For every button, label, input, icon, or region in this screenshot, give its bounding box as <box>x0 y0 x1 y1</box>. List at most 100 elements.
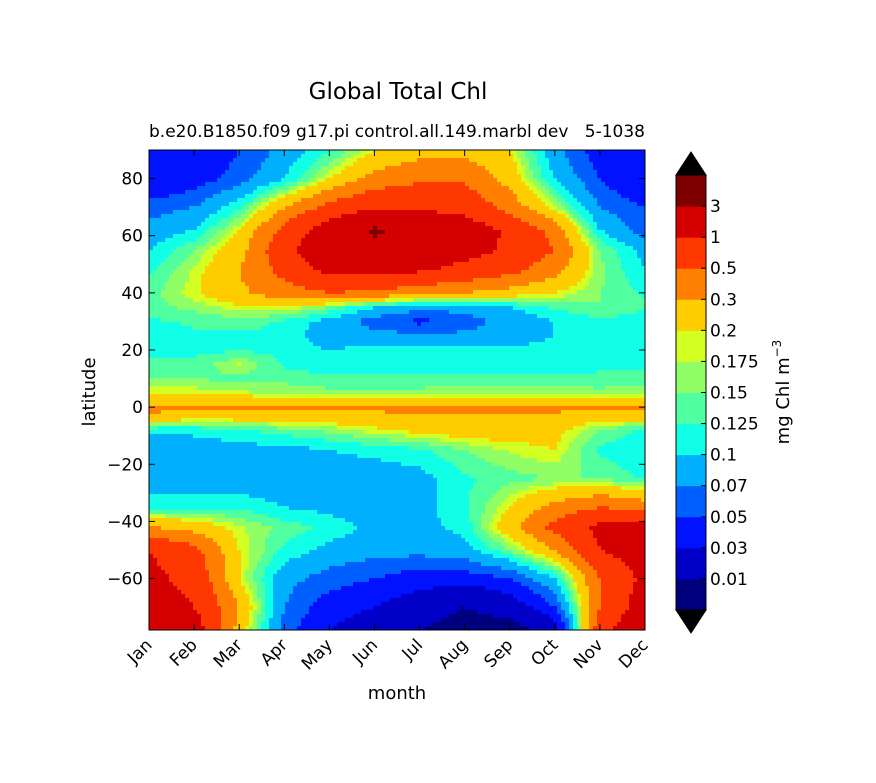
field-cell <box>213 306 218 311</box>
field-cell <box>369 182 374 187</box>
field-cell <box>317 246 322 251</box>
field-cell <box>429 298 434 303</box>
field-cell <box>469 262 474 267</box>
field-cell <box>389 230 394 235</box>
field-cell <box>597 210 602 215</box>
field-cell <box>157 246 162 251</box>
field-cell <box>225 298 230 303</box>
field-cell <box>565 258 570 263</box>
field-cell <box>337 262 342 267</box>
field-cell <box>197 282 202 287</box>
field-cell <box>169 246 174 251</box>
field-cell <box>537 234 542 239</box>
field-cell <box>453 206 458 211</box>
field-cell <box>293 286 298 291</box>
field-cell <box>205 210 210 215</box>
field-cell <box>577 166 582 171</box>
field-cell <box>605 202 610 207</box>
field-cell <box>337 298 342 303</box>
field-cell <box>409 178 414 183</box>
field-cell <box>501 250 506 255</box>
field-cell <box>169 278 174 283</box>
field-cell <box>201 174 206 179</box>
field-cell <box>621 270 626 275</box>
field-cell <box>633 182 638 187</box>
field-cell <box>285 150 290 155</box>
field-cell <box>361 218 366 223</box>
field-cell <box>557 246 562 251</box>
field-cell <box>373 278 378 283</box>
field-cell <box>301 222 306 227</box>
field-cell <box>265 150 270 155</box>
field-cell <box>641 302 645 307</box>
field-cell <box>597 302 602 307</box>
field-cell <box>209 166 214 171</box>
field-cell <box>385 238 390 243</box>
field-cell <box>529 194 534 199</box>
field-cell <box>577 274 582 279</box>
field-cell <box>389 226 394 231</box>
field-cell <box>493 238 498 243</box>
field-cell <box>333 258 338 263</box>
field-cell <box>305 190 310 195</box>
field-cell <box>557 170 562 175</box>
field-cell <box>409 254 414 259</box>
field-cell <box>441 238 446 243</box>
field-cell <box>621 154 626 159</box>
field-cell <box>541 274 546 279</box>
field-cell <box>157 250 162 255</box>
field-cell <box>545 166 550 171</box>
field-cell <box>293 158 298 163</box>
field-cell <box>265 194 270 199</box>
field-cell <box>381 154 386 159</box>
field-cell <box>561 234 566 239</box>
field-cell <box>197 198 202 203</box>
field-cell <box>409 258 414 263</box>
field-cell <box>609 154 614 159</box>
field-cell <box>417 210 422 215</box>
field-cell <box>177 198 182 203</box>
field-cell <box>597 190 602 195</box>
field-cell <box>393 270 398 275</box>
field-cell <box>285 222 290 227</box>
field-cell <box>445 290 450 295</box>
field-cell <box>361 286 366 291</box>
field-cell <box>229 194 234 199</box>
field-cell <box>173 150 178 155</box>
field-cell <box>577 222 582 227</box>
field-cell <box>273 234 278 239</box>
field-cell <box>229 226 234 231</box>
field-cell <box>233 242 238 247</box>
field-cell <box>357 190 362 195</box>
field-cell <box>321 150 326 155</box>
field-cell <box>269 174 274 179</box>
field-cell <box>529 178 534 183</box>
field-cell <box>325 282 330 287</box>
field-cell <box>225 306 230 311</box>
field-cell <box>333 150 338 155</box>
field-cell <box>625 294 630 299</box>
field-cell <box>269 202 274 207</box>
field-cell <box>409 298 414 303</box>
field-cell <box>505 238 510 243</box>
field-cell <box>621 218 626 223</box>
field-cell <box>221 222 226 227</box>
field-cell <box>417 222 422 227</box>
field-cell <box>581 266 586 271</box>
field-cell <box>169 166 174 171</box>
field-cell <box>185 230 190 235</box>
field-cell <box>185 234 190 239</box>
field-cell <box>149 158 154 163</box>
field-cell <box>181 210 186 215</box>
field-cell <box>589 154 594 159</box>
field-cell <box>489 266 494 271</box>
field-cell <box>621 294 626 299</box>
field-cell <box>189 254 194 259</box>
field-cell <box>409 262 414 267</box>
field-cell <box>357 154 362 159</box>
field-cell <box>217 218 222 223</box>
field-cell <box>641 250 645 255</box>
field-cell <box>589 306 594 311</box>
field-cell <box>577 162 582 167</box>
field-cell <box>249 266 254 271</box>
